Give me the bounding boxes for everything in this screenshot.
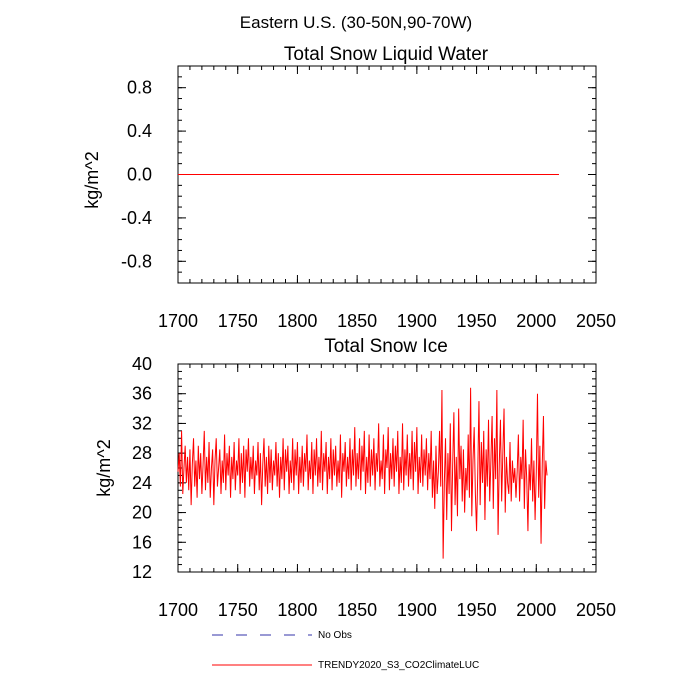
y-tick-label: 0.8 [127, 78, 152, 98]
x-tick-label: 2000 [516, 600, 556, 620]
x-tick-label: 1750 [218, 600, 258, 620]
legend-label-model: TRENDY2020_S3_CO2ClimateLUC [318, 660, 479, 671]
x-tick-label: 2050 [576, 311, 616, 331]
y-axis: -0.8 -0.4 0.0 0.4 0.8 [121, 65, 596, 284]
x-tick-label: 2050 [576, 600, 616, 620]
plot-title: Total Snow Liquid Water [284, 44, 489, 65]
y-tick-label: -0.4 [121, 208, 152, 228]
x-tick-label: 2000 [516, 311, 556, 331]
y-tick-label: 0.0 [127, 165, 152, 185]
y-tick-label: 16 [132, 532, 152, 552]
series-line [177, 387, 548, 559]
y-axis-label: kg/m^2 [94, 439, 114, 496]
x-tick-label: 1800 [277, 600, 317, 620]
x-tick-label: 1900 [397, 600, 437, 620]
x-tick-label: 1750 [218, 311, 258, 331]
x-tick-label: 1700 [158, 311, 198, 331]
x-axis: 1700 1750 1800 1850 1900 1950 2000 2050 [158, 364, 616, 620]
x-tick-label: 1900 [397, 311, 437, 331]
y-tick-label: 20 [132, 503, 152, 523]
y-tick-label: 40 [132, 354, 152, 374]
x-axis: 1700 1750 1800 1850 1900 1950 2000 2050 [158, 66, 616, 331]
panel-snow-liquid-water: Total Snow Liquid Water 1700 1750 1800 1850… [82, 44, 616, 331]
x-tick-label: 1700 [158, 600, 198, 620]
series-group [177, 387, 548, 559]
x-tick-label: 1850 [337, 600, 377, 620]
y-axis: 12 16 20 24 28 32 36 40 [132, 354, 596, 582]
y-tick-label: 0.4 [127, 121, 152, 141]
x-tick-label: 1950 [457, 600, 497, 620]
legend-label-obs: No Obs [318, 630, 352, 641]
y-axis-label: kg/m^2 [82, 151, 102, 208]
y-tick-label: 32 [132, 413, 152, 433]
plot-title: Total Snow Ice [324, 336, 448, 357]
y-tick-label: -0.8 [121, 251, 152, 271]
panel-snow-ice: Total Snow Ice 1700 1750 1800 1850 1900 1950 2… [94, 336, 616, 620]
x-tick-label: 1850 [337, 311, 377, 331]
x-tick-label: 1800 [277, 311, 317, 331]
legend: No Obs TRENDY2020_S3_CO2ClimateLUC [212, 630, 479, 671]
figure-title: Eastern U.S. (30-50N,90-70W) [240, 13, 472, 32]
y-tick-label: 24 [132, 473, 152, 493]
y-tick-label: 28 [132, 443, 152, 463]
y-tick-label: 36 [132, 384, 152, 404]
y-tick-label: 12 [132, 562, 152, 582]
x-tick-label: 1950 [457, 311, 497, 331]
